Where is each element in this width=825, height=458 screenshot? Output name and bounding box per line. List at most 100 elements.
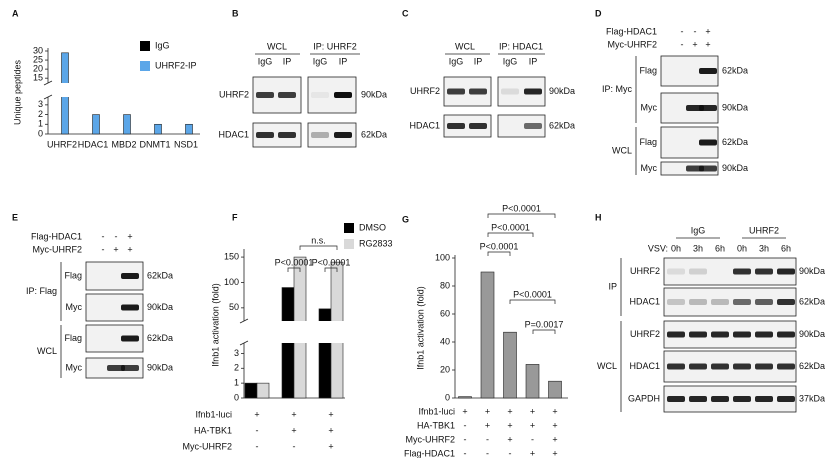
row-label: Flag bbox=[639, 65, 657, 75]
condition-sign: + bbox=[113, 244, 118, 254]
y-tick-label: 3 bbox=[38, 99, 43, 109]
bracket bbox=[487, 251, 511, 256]
blot-band bbox=[524, 123, 542, 129]
bar bbox=[92, 114, 100, 135]
blot-band bbox=[699, 139, 717, 146]
break-mark bbox=[239, 340, 249, 346]
legend-label: RG2833 bbox=[359, 238, 393, 248]
blot-header: WCL bbox=[267, 41, 287, 51]
time-label: VSV: bbox=[648, 243, 668, 253]
condition-sign: - bbox=[681, 26, 684, 36]
condition-label: Flag-HDAC1 bbox=[606, 26, 657, 36]
blot-band bbox=[733, 363, 751, 370]
blot-box bbox=[663, 385, 797, 413]
blot-band bbox=[711, 363, 729, 370]
blot-band bbox=[689, 299, 707, 305]
bracket bbox=[287, 267, 301, 272]
bar bbox=[525, 364, 540, 399]
group-label: WCL bbox=[597, 361, 617, 371]
bar bbox=[548, 380, 562, 399]
panel-letter: A bbox=[12, 8, 19, 18]
condition-sign: - bbox=[464, 420, 467, 430]
row-label: GAPDH bbox=[628, 393, 660, 403]
blot-band bbox=[711, 396, 729, 402]
y-tick-label: 0 bbox=[234, 392, 239, 402]
size-label: 90kDa bbox=[722, 163, 748, 173]
size-label: 90kDa bbox=[799, 329, 825, 339]
condition-sign: + bbox=[254, 409, 259, 419]
annotation: P<0.0001 bbox=[275, 257, 314, 267]
legend-label: IgG bbox=[155, 40, 170, 50]
lane-label: IP bbox=[529, 56, 538, 66]
blot-band bbox=[755, 299, 773, 305]
y-tick-label: 100 bbox=[435, 252, 450, 262]
condition-sign: + bbox=[705, 26, 710, 36]
blot-header: UHRF2 bbox=[749, 225, 779, 235]
condition-sign: - bbox=[293, 441, 296, 451]
blot-band bbox=[256, 132, 274, 138]
blot-band bbox=[107, 365, 125, 371]
blot-header: WCL bbox=[455, 41, 475, 51]
y-axis-label: Ifnb1 activation (fold) bbox=[415, 286, 425, 370]
annotation: P<0.0001 bbox=[491, 222, 530, 232]
y-tick-label: 30 bbox=[33, 45, 43, 55]
condition-label: HA-TBK1 bbox=[194, 425, 232, 435]
axis-break bbox=[42, 83, 204, 97]
x-tick-label: UHRF2 bbox=[47, 139, 77, 149]
blot-band bbox=[667, 299, 685, 305]
size-label: 90kDa bbox=[147, 362, 173, 372]
bracket bbox=[509, 299, 556, 304]
blot-band bbox=[469, 88, 487, 95]
condition-sign: + bbox=[328, 441, 333, 451]
bar bbox=[154, 123, 162, 135]
row-label: UHRF2 bbox=[410, 86, 440, 96]
legend-label: UHRF2-IP bbox=[155, 60, 197, 70]
blot-band bbox=[278, 132, 296, 138]
lane-label: 6h bbox=[781, 243, 791, 253]
blot-band bbox=[311, 92, 329, 98]
annotation: P<0.0001 bbox=[502, 203, 541, 213]
bracket bbox=[324, 267, 338, 272]
blot-band bbox=[121, 273, 139, 279]
bar bbox=[503, 331, 517, 399]
blot-box bbox=[663, 287, 797, 317]
condition-sign: - bbox=[102, 231, 105, 241]
condition-sign: + bbox=[530, 406, 535, 416]
y-tick-label: 2 bbox=[234, 363, 239, 373]
row-label: Flag bbox=[64, 270, 82, 280]
y-tick-label: 100 bbox=[224, 277, 239, 287]
y-axis-label: Ifnb1 activation (fold) bbox=[210, 283, 220, 367]
blot-band bbox=[699, 105, 717, 111]
break-mark bbox=[43, 80, 53, 86]
size-label: 62kDa bbox=[722, 65, 748, 75]
condition-sign: + bbox=[552, 434, 557, 444]
y-tick-label: 0 bbox=[38, 128, 43, 138]
y-tick-label: 20 bbox=[33, 64, 43, 74]
blot-band bbox=[667, 396, 685, 402]
blot-box bbox=[443, 114, 492, 138]
condition-label: Myc-UHRF2 bbox=[33, 244, 83, 254]
size-label: 62kDa bbox=[799, 361, 825, 371]
condition-sign: - bbox=[102, 244, 105, 254]
y-axis-label: Unique peptides bbox=[12, 59, 22, 125]
blot-band bbox=[667, 268, 685, 275]
lane-label: IP bbox=[474, 56, 483, 66]
y-tick-label: 80 bbox=[440, 280, 450, 290]
panel-letter: H bbox=[595, 212, 602, 222]
lane-label: IgG bbox=[313, 56, 328, 66]
blot-band bbox=[777, 268, 795, 275]
blot-header: IP: HDAC1 bbox=[499, 41, 543, 51]
condition-sign: + bbox=[507, 434, 512, 444]
lane-label: 3h bbox=[759, 243, 769, 253]
condition-sign: - bbox=[509, 448, 512, 458]
condition-sign: + bbox=[485, 406, 490, 416]
break-mark bbox=[43, 94, 53, 100]
lane-label: IgG bbox=[449, 56, 464, 66]
lane-label: 0h bbox=[737, 243, 747, 253]
condition-sign: + bbox=[127, 231, 132, 241]
blot-band bbox=[334, 92, 352, 98]
condition-label: Flag-HDAC1 bbox=[404, 448, 455, 458]
blot-band bbox=[711, 299, 729, 305]
annotation: P<0.0001 bbox=[312, 257, 351, 267]
